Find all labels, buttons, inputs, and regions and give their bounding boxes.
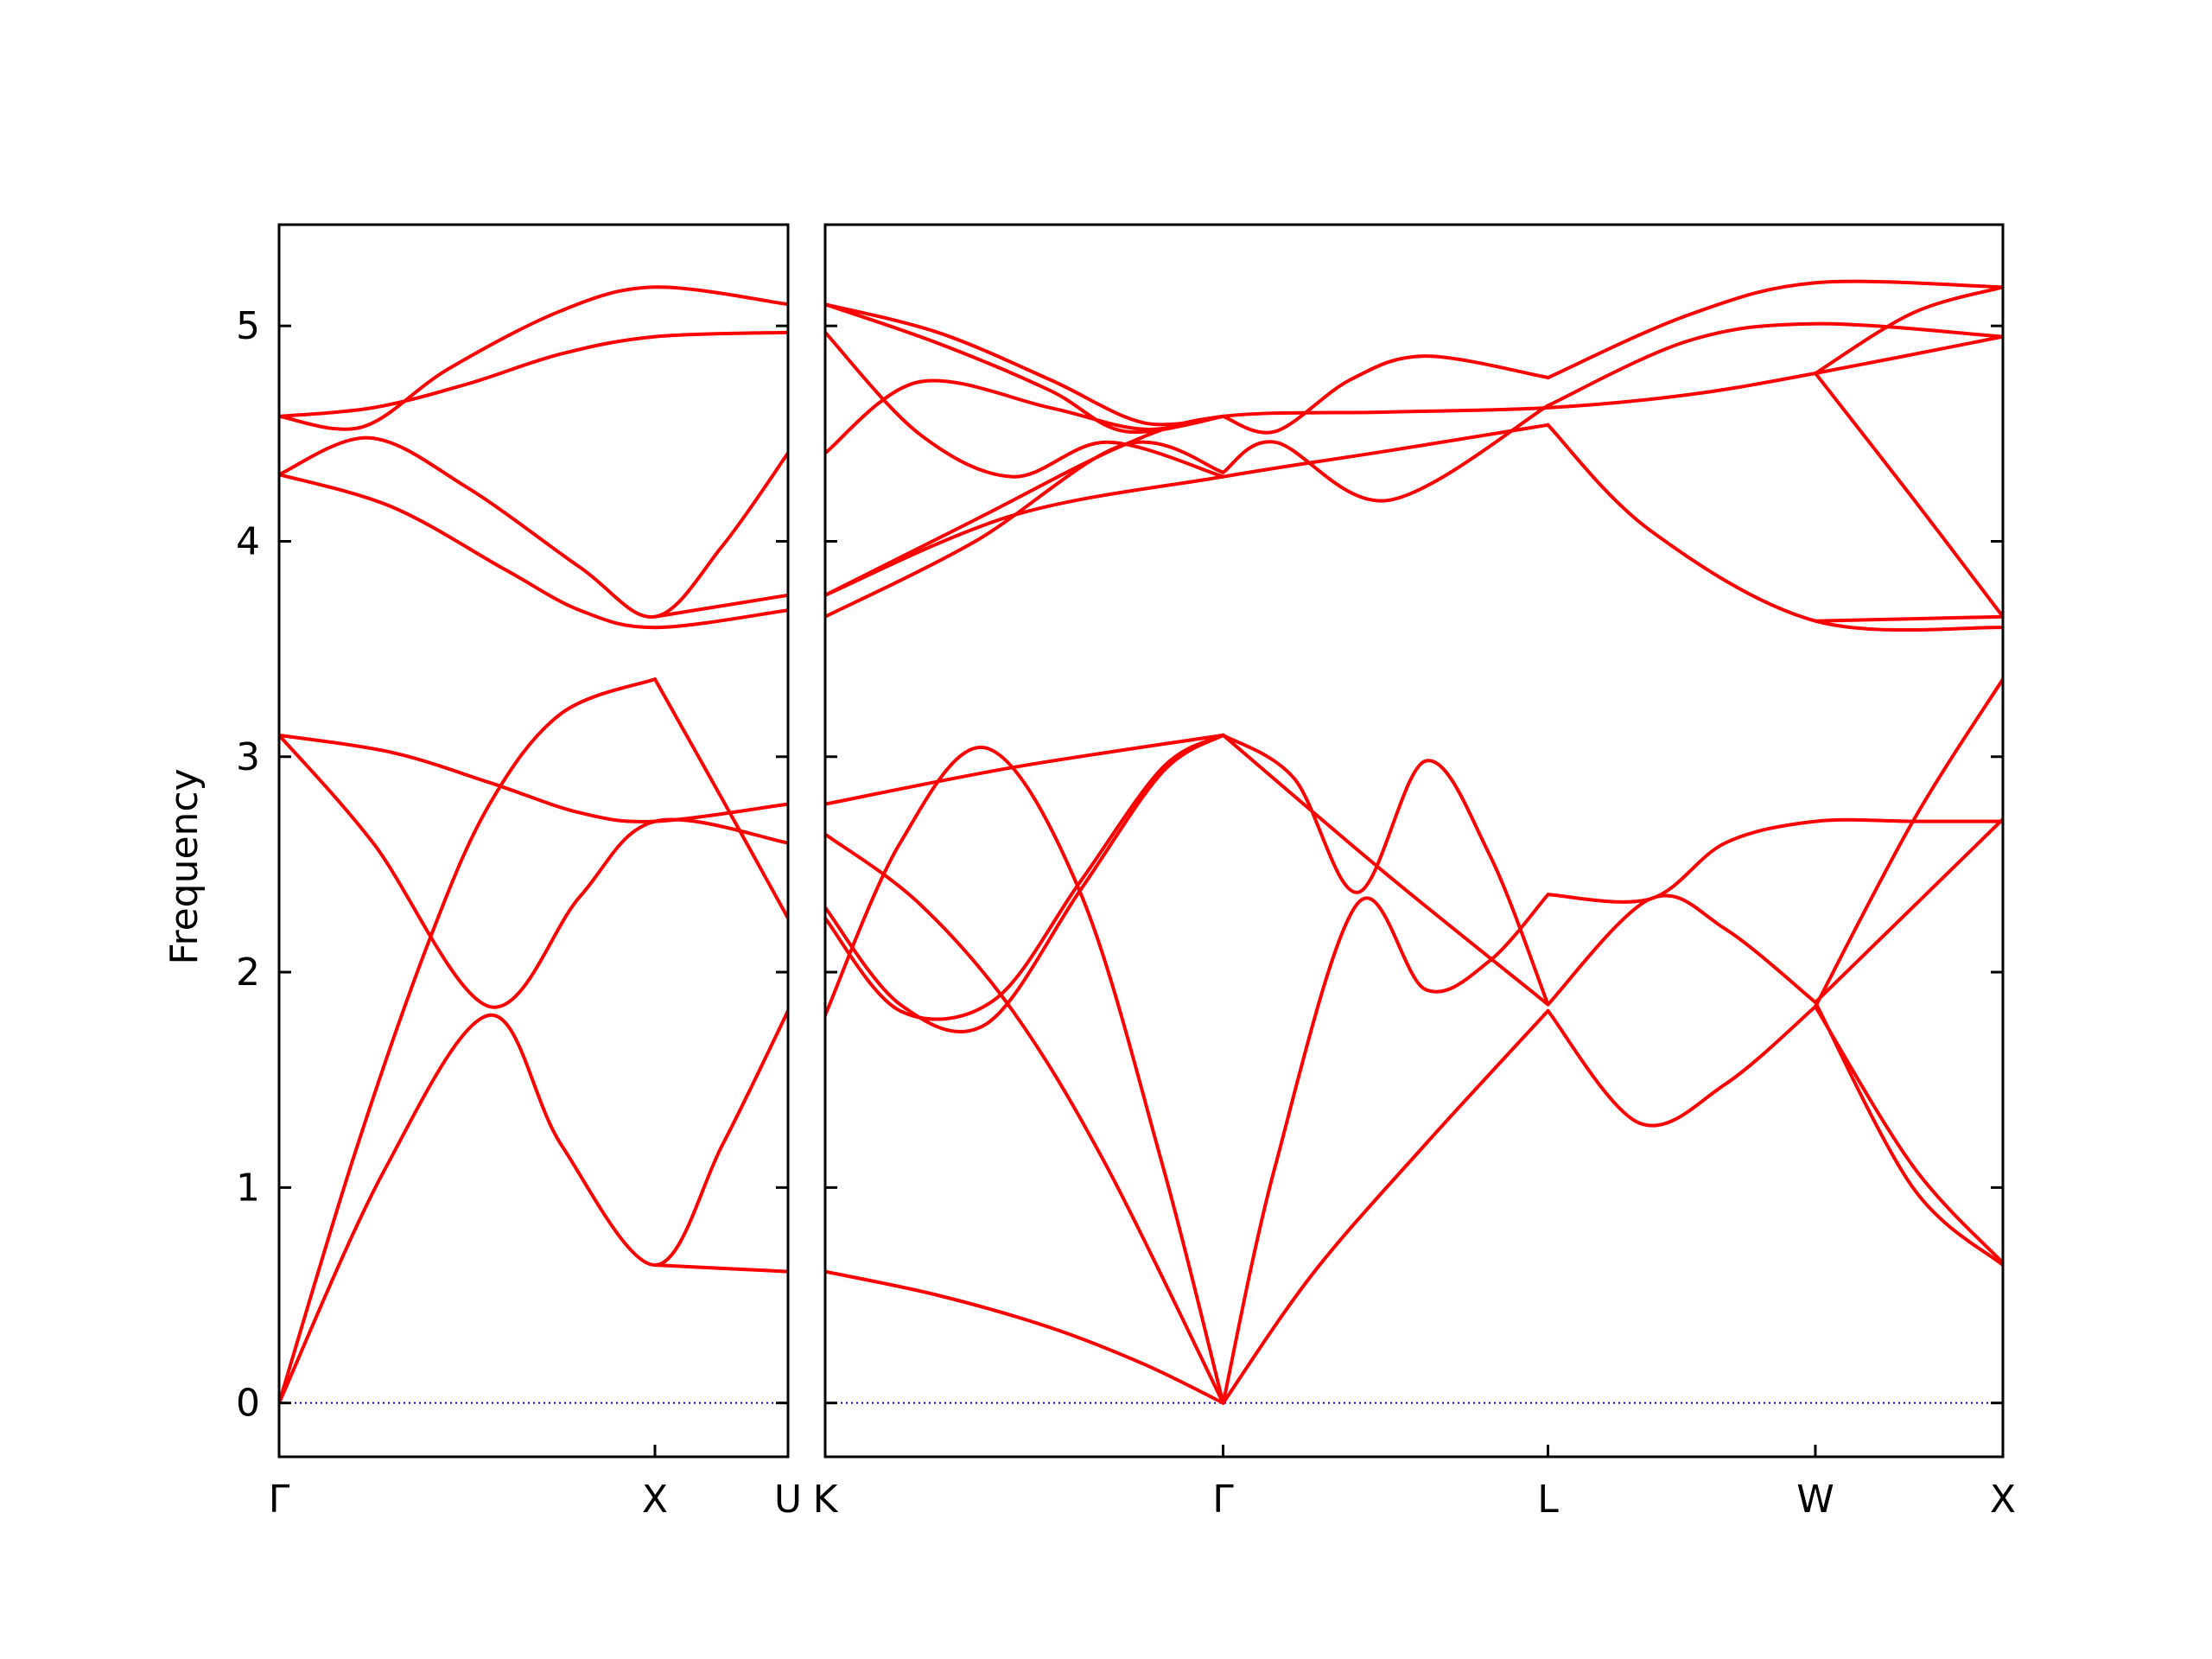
x-tick-label: X: [642, 1478, 668, 1522]
band-line-7: [1221, 1008, 1550, 1405]
band-line-24: [825, 302, 1225, 435]
band-line-30: [1814, 285, 2003, 375]
band-line-8: [279, 435, 788, 619]
x-tick-label: K: [813, 1478, 839, 1522]
y-tick-label: 2: [236, 950, 260, 995]
x-tick-label: U: [774, 1478, 802, 1522]
band-line-1: [279, 1008, 788, 1405]
band-line-16: [1814, 677, 2003, 1008]
band-line-3: [825, 745, 1225, 1405]
band-line-3: [653, 677, 788, 920]
band-line-11: [1546, 1005, 1817, 1128]
band-line-4: [825, 733, 1225, 1033]
panels-layer: 0 1 2 3 4 5 Γ X U K Γ L W X: [236, 223, 2016, 1522]
band-line-15: [1814, 1005, 2003, 1265]
band-line-29: [1546, 321, 2003, 408]
x-tick-label: W: [1796, 1478, 1834, 1522]
bands-group: [825, 279, 2003, 1405]
band-line-25: [1221, 404, 1550, 503]
plot-frame: [823, 223, 2005, 1459]
band-line-9: [653, 593, 788, 619]
band-line-6: [825, 733, 1225, 806]
band-line-26: [1221, 354, 1550, 435]
x-tick-label: X: [1990, 1478, 2016, 1522]
band-line-5: [279, 733, 788, 823]
band-line-9: [1221, 733, 1550, 1007]
band-line-10: [1221, 733, 1550, 1007]
plot-frame: [277, 223, 790, 1459]
band-line-17: [1814, 817, 2003, 1004]
band-line-2: [825, 832, 1225, 1405]
band-line-7: [279, 473, 788, 630]
band-line-1: [825, 1269, 1225, 1405]
band-line-19: [825, 440, 1225, 619]
band-line-27: [1546, 423, 2003, 632]
x-tick-label: L: [1537, 1478, 1559, 1522]
band-line-10: [279, 285, 788, 431]
band-line-4: [279, 733, 788, 1009]
band-line-14: [1814, 1001, 2003, 1268]
band-line-6: [653, 1263, 788, 1274]
band-line-11: [279, 330, 788, 418]
band-line-23: [825, 302, 1225, 427]
band-line-20: [825, 423, 1550, 597]
y-tick-label: 5: [236, 304, 260, 348]
band-line-32: [1814, 614, 2003, 623]
bands-group: [279, 285, 788, 1405]
x-tick-label: Γ: [1212, 1478, 1234, 1522]
band-line-5: [825, 733, 1225, 1021]
y-tick-label: 3: [236, 735, 260, 779]
y-tick-label: 4: [236, 519, 260, 563]
band-line-22: [825, 330, 1225, 479]
y-axis-title: Frequency: [162, 768, 207, 964]
band-line-13: [1546, 893, 1817, 1007]
band-line-31: [1814, 372, 2003, 619]
y-tick-label: 0: [236, 1382, 260, 1426]
band-line-28: [1546, 279, 2003, 379]
band-line-18: [825, 334, 2003, 597]
y-tick-label: 1: [236, 1166, 260, 1210]
band-line-2: [279, 677, 657, 1405]
band-line-8: [1221, 893, 1550, 1405]
band-line-12: [1546, 817, 2003, 904]
x-tick-label: Γ: [269, 1478, 290, 1522]
band-line-21: [825, 378, 1225, 455]
panel-gamma-x-u: 0 1 2 3 4 5 Γ X U: [236, 223, 802, 1522]
